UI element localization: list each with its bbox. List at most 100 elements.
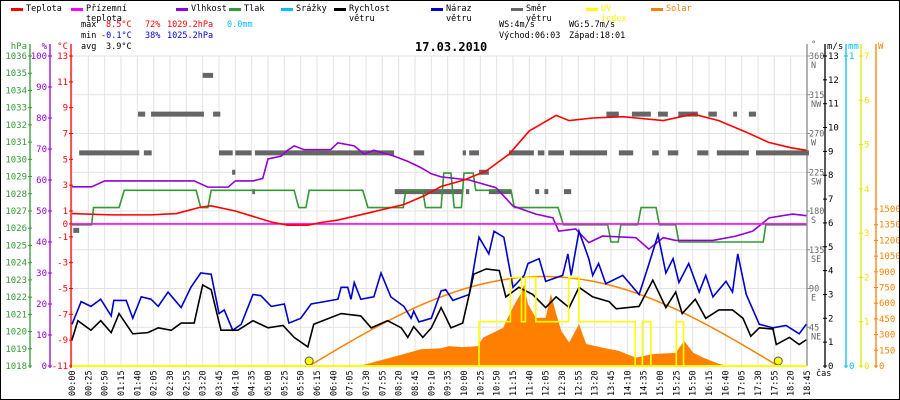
- stat-max-rain: 0.0mm: [227, 20, 253, 30]
- wind-direction-mark: [544, 189, 549, 195]
- x-tick-label: 15:25: [672, 370, 682, 396]
- y-tick-label-hpa: 1031: [5, 138, 27, 148]
- y-tick-label-pct: 50: [36, 207, 47, 217]
- wind-direction-mark: [73, 227, 80, 233]
- wind-direction-mark: [708, 111, 717, 117]
- stat-avg-label: avg: [81, 42, 97, 52]
- axis-unit-pct: %: [42, 42, 48, 52]
- y-tick-label-w: 1350: [879, 221, 899, 231]
- y-tick-label-compass: SW: [811, 177, 822, 187]
- axis-unit-dir: °: [811, 40, 816, 50]
- legend-marker: [281, 8, 293, 11]
- y-tick-label-w: 1500: [879, 205, 899, 215]
- x-tick-label: 12:30: [558, 370, 568, 396]
- sunset-marker: [773, 356, 783, 366]
- y-tick-label-w: 450: [879, 315, 895, 325]
- legend-label: Tlak: [244, 4, 265, 14]
- y-tick-label-uv: 1: [864, 318, 869, 328]
- axis-unit-degc: °C: [57, 42, 68, 52]
- legend-label: Srážky: [296, 4, 327, 14]
- wind-direction-mark: [678, 111, 698, 117]
- y-tick-label-w: 750: [879, 284, 895, 294]
- legend-marker: [651, 8, 663, 11]
- x-axis-label: čas: [816, 369, 832, 379]
- wind-direction-mark: [631, 111, 651, 117]
- wind-direction-mark: [465, 189, 470, 195]
- y-tick-label-hpa: 1025: [5, 241, 27, 251]
- y-tick-label-degc: 0: [63, 220, 68, 230]
- stat-min-pressure: 1025.2hPa: [167, 31, 214, 41]
- legend-marker: [71, 8, 83, 11]
- y-tick-label-w: 0: [879, 362, 884, 372]
- y-tick-label-pct: 30: [36, 269, 47, 279]
- y-tick-label-ms: 13: [828, 52, 839, 62]
- legend-label: Teplota: [26, 4, 62, 14]
- y-tick-label-uv: 7: [864, 52, 869, 62]
- y-tick-label-ms: 10: [828, 124, 839, 134]
- y-tick-label-dir: 135: [809, 246, 824, 256]
- wind-direction-mark: [569, 150, 608, 156]
- y-tick-label-ms: 5: [828, 243, 833, 253]
- y-tick-label-pct: 70: [36, 145, 47, 155]
- y-tick-label-ms: 7: [828, 195, 833, 205]
- solar-area: [359, 284, 730, 366]
- legend-marker: [431, 8, 443, 11]
- stat-min-humidity: 38%: [145, 31, 161, 41]
- series-vlhkost: [72, 141, 807, 251]
- x-tick-label: 03:45: [215, 370, 225, 396]
- y-tick-label-degc: 13: [57, 52, 68, 62]
- x-tick-label: 18:45: [803, 370, 813, 396]
- x-tick-label: 00:25: [84, 370, 94, 396]
- y-tick-label-compass: NE: [811, 332, 821, 342]
- y-tick-label-uv: 4: [864, 185, 869, 195]
- y-tick-label-ms: 2: [828, 314, 833, 324]
- y-tick-label-pct: 20: [36, 300, 47, 310]
- wind-direction-mark: [254, 150, 395, 156]
- y-tick-label-uv: 0: [864, 362, 869, 372]
- x-tick-label: 05:00: [264, 370, 274, 396]
- x-tick-label: 10:25: [476, 370, 486, 396]
- x-tick-label: 05:25: [280, 370, 290, 396]
- x-tick-label: 01:15: [117, 370, 127, 396]
- y-tick-label-hpa: 1027: [5, 207, 27, 217]
- chart-title: 17.03.2010: [415, 40, 488, 54]
- y-tick-label-hpa: 1026: [5, 224, 27, 234]
- stat-sunrise: Východ:06:03: [499, 31, 561, 41]
- wind-direction-mark: [252, 189, 255, 195]
- y-tick-label-uv: 3: [864, 229, 869, 239]
- y-tick-label-uv: 2: [864, 273, 869, 283]
- y-tick-label-hpa: 1024: [5, 259, 27, 269]
- x-tick-label: 16:15: [705, 370, 715, 396]
- wind-direction-mark: [667, 150, 679, 156]
- stat-min-temp: -0.1°C: [101, 31, 132, 41]
- legend-label: Směr větru: [526, 4, 552, 24]
- wind-direction-mark: [143, 150, 152, 156]
- x-tick-label: 09:35: [444, 370, 454, 396]
- y-tick-label-pct: 90: [36, 83, 47, 93]
- wind-direction-mark: [232, 169, 236, 175]
- y-tick-label-dir: 315: [809, 91, 824, 101]
- y-tick-label-degc: -5: [57, 285, 68, 295]
- y-tick-label-degc: -1: [57, 233, 68, 243]
- y-tick-label-degc: -9: [57, 336, 68, 346]
- x-tick-label: 14:10: [623, 370, 633, 396]
- y-tick-label-ms: 3: [828, 290, 833, 300]
- wind-direction-mark: [756, 150, 809, 156]
- stat-max-temp: 8.5°C: [106, 20, 132, 30]
- x-tick-label: 15:50: [689, 370, 699, 396]
- y-tick-label-w: 150: [879, 346, 895, 356]
- x-tick-label: 06:40: [329, 370, 339, 396]
- wind-direction-mark: [716, 150, 749, 156]
- x-tick-label: 10:50: [493, 370, 503, 396]
- y-tick-label-degc: -7: [57, 310, 68, 320]
- x-tick-label: 12:55: [574, 370, 584, 396]
- y-tick-label-mm: 1: [849, 52, 854, 62]
- stat-sunset: Západ:18:01: [569, 31, 626, 41]
- x-tick-label: 02:30: [166, 370, 176, 396]
- wind-direction-mark: [652, 150, 659, 156]
- x-tick-label: 02:55: [182, 370, 192, 396]
- y-tick-label-mm: 0: [849, 362, 854, 372]
- y-tick-label-pct: 10: [36, 331, 47, 341]
- axis-unit-hpa: hPa: [11, 42, 27, 52]
